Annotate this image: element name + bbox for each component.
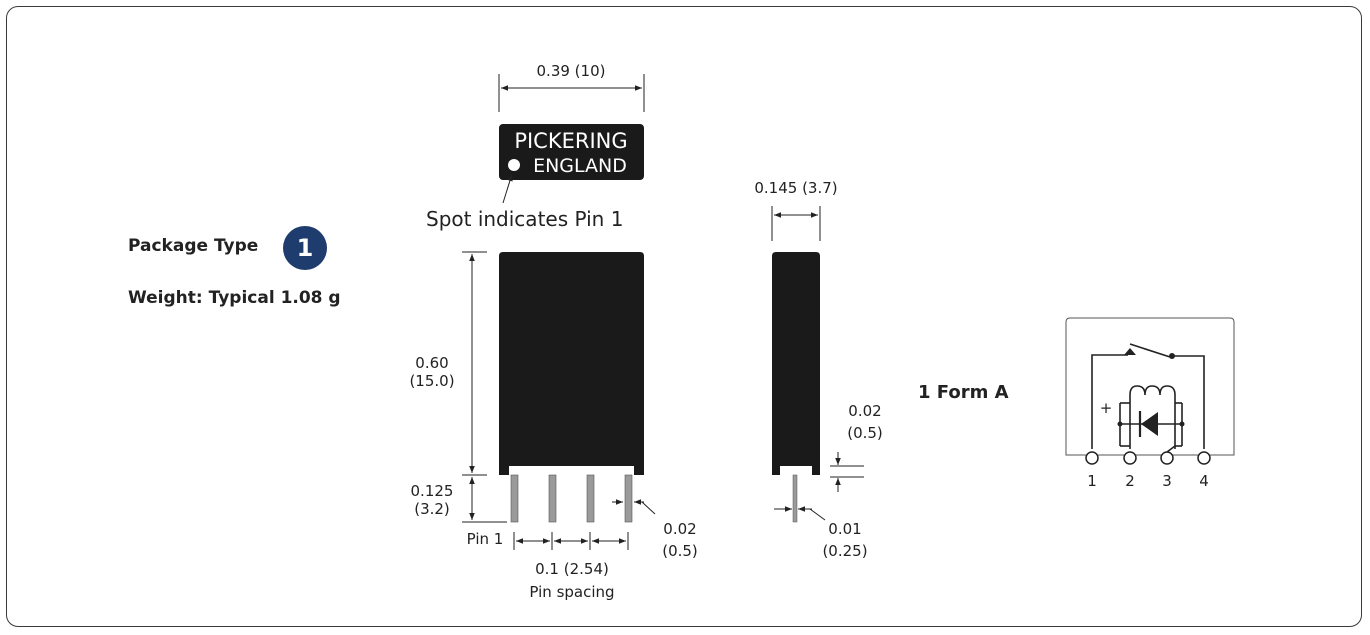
schematic-outline xyxy=(1065,317,1235,456)
side-view: 0.145 (3.7) 0.02 (0.5) 0.01 (0.25) xyxy=(754,179,882,560)
top-width-text: 0.39 (10) xyxy=(537,62,606,80)
pin-number-3: 3 xyxy=(1162,472,1172,490)
terminal-4 xyxy=(1197,451,1211,465)
pin-width-leader xyxy=(641,501,656,515)
contact-icon xyxy=(1124,348,1136,355)
brand-line-1: PICKERING xyxy=(514,129,627,153)
spot-note: Spot indicates Pin 1 xyxy=(426,207,623,231)
spot-leader-line xyxy=(502,173,513,204)
pin-thickness-in-text: 0.01 xyxy=(828,520,861,538)
pin-number-1: 1 xyxy=(1087,472,1097,490)
side-pin xyxy=(792,474,798,523)
height-in-text: 0.60 xyxy=(415,354,448,372)
pin-number-4: 4 xyxy=(1199,472,1209,490)
pin-3 xyxy=(586,474,595,523)
depth-text: 0.145 (3.7) xyxy=(754,179,837,197)
standoff-in-text: 0.02 xyxy=(848,402,881,420)
pin-1 xyxy=(510,474,519,523)
pin-length-in-text: 0.125 xyxy=(411,482,454,500)
terminal-3 xyxy=(1160,451,1174,465)
pin-4 xyxy=(624,474,633,523)
pin-2 xyxy=(548,474,557,523)
pin-number-2: 2 xyxy=(1125,472,1135,490)
package-type-label: Package Type xyxy=(128,236,259,256)
diagram-frame xyxy=(6,6,1362,627)
relay-body-front xyxy=(499,252,644,475)
brand-line-2: ENGLAND xyxy=(533,155,627,177)
pin1-label: Pin 1 xyxy=(467,530,504,548)
top-label-plate xyxy=(499,124,644,180)
package-type-badge: 1 xyxy=(283,226,327,270)
standoff-mm-text: (0.5) xyxy=(847,424,883,442)
terminal-2 xyxy=(1123,451,1137,465)
pin-width-in-text: 0.02 xyxy=(663,520,696,538)
pin-thickness-mm-text: (0.25) xyxy=(822,542,867,560)
junction-dot xyxy=(1117,421,1123,427)
wire xyxy=(1166,445,1176,453)
diode-icon xyxy=(1141,412,1158,436)
coil-icon xyxy=(1129,385,1176,403)
form-label: 1 Form A xyxy=(918,382,1009,403)
coil-plus-sign: + xyxy=(1100,399,1113,417)
wire xyxy=(1172,355,1205,449)
weight-label: Weight: Typical 1.08 g xyxy=(128,288,341,308)
wire xyxy=(1091,354,1128,449)
pin-width-mm-text: (0.5) xyxy=(662,542,698,560)
front-view: 0.39 (10) PICKERING ENGLAND Spot indicat… xyxy=(409,62,697,601)
pin-length-mm-text: (3.2) xyxy=(414,500,450,518)
pin-thickness-leader xyxy=(809,508,826,521)
pin1-spot-icon xyxy=(508,159,520,171)
switch-arm xyxy=(1129,343,1171,358)
pin-spacing-value: 0.1 (2.54) xyxy=(535,560,609,578)
junction-dot xyxy=(1179,421,1185,427)
relay-body-side xyxy=(772,252,820,475)
schematic: + 1 2 3 4 xyxy=(1065,317,1235,490)
pin-spacing-label: Pin spacing xyxy=(529,583,614,601)
height-mm-text: (15.0) xyxy=(409,372,454,390)
terminal-1 xyxy=(1085,451,1099,465)
